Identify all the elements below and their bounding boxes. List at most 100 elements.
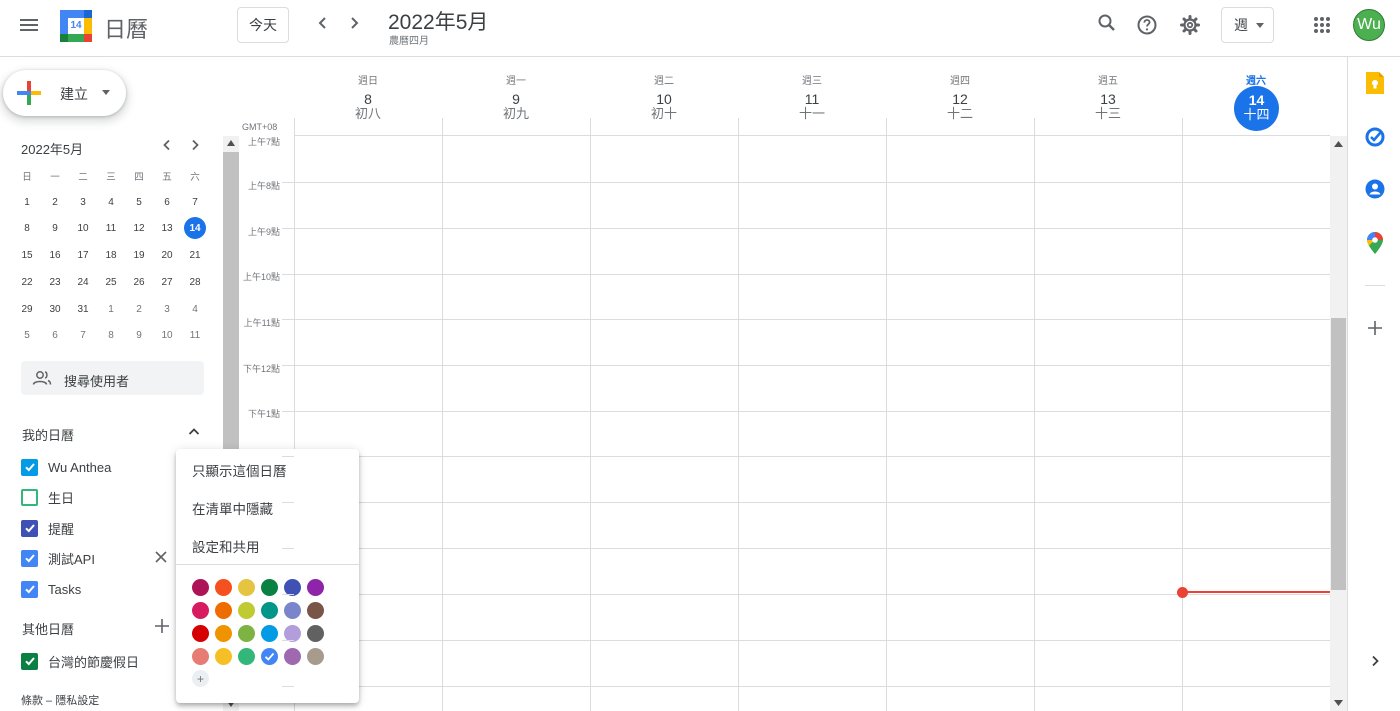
day-header[interactable]: 週五 13 十三 [1034,72,1182,122]
week-grid[interactable] [294,136,1330,711]
chevron-left-icon[interactable] [308,8,338,38]
view-select[interactable]: 週 [1221,7,1274,43]
chevron-up-icon[interactable] [183,421,205,443]
color-swatch[interactable] [215,625,232,642]
today-button[interactable]: 今天 [237,7,289,43]
mini-day[interactable]: 27 [161,276,173,288]
calendar-item[interactable]: Wu Anthea [21,456,111,478]
tasks-icon[interactable] [1361,123,1389,151]
close-icon[interactable] [150,546,172,568]
mini-day[interactable]: 12 [133,222,145,234]
color-swatch[interactable] [192,602,209,619]
create-button[interactable]: 建立 [3,70,126,116]
mini-day[interactable]: 8 [108,329,114,341]
menu-item-show-only[interactable]: 只顯示這個日曆 [192,464,287,479]
mini-day[interactable]: 23 [49,276,61,288]
scrollbar-thumb[interactable] [223,152,239,472]
mini-day[interactable]: 11 [189,329,201,341]
color-swatch[interactable] [238,602,255,619]
maps-icon[interactable] [1361,229,1389,257]
mini-day[interactable]: 19 [133,249,145,261]
chevron-right-icon[interactable] [339,8,369,38]
mini-day[interactable]: 11 [105,222,117,234]
color-swatch[interactable] [307,602,324,619]
checkbox-checked-icon[interactable] [21,549,38,567]
mini-day[interactable]: 9 [52,222,58,234]
mini-day[interactable]: 7 [80,329,86,341]
mini-day[interactable]: 3 [80,196,86,208]
keep-icon[interactable] [1361,69,1389,97]
mini-day[interactable]: 5 [136,196,142,208]
mini-next-icon[interactable] [184,134,206,156]
day-header[interactable]: 週二 10 初十 [590,72,738,122]
day-header[interactable]: 週日 8 初八 [294,72,442,122]
mini-day[interactable]: 26 [133,276,145,288]
color-swatch[interactable] [215,648,232,665]
mini-day[interactable]: 10 [77,222,89,234]
scrollbar-thumb[interactable] [1331,318,1346,590]
main-menu-icon[interactable] [12,8,46,42]
checkbox-checked-icon[interactable] [21,519,38,537]
checkbox-checked-icon[interactable] [21,580,38,598]
color-swatch[interactable] [307,579,324,596]
search-people-input[interactable]: 搜尋使用者 [21,361,204,395]
color-swatch[interactable] [284,648,301,665]
right-scrollbar[interactable] [1330,136,1347,711]
mini-day[interactable]: 25 [105,276,117,288]
day-number[interactable]: 8 [364,91,372,107]
mini-day[interactable]: 31 [77,303,89,315]
color-swatch[interactable] [215,579,232,596]
calendar-logo-icon[interactable]: 14 [60,10,92,42]
footer-links[interactable]: 條款 – 隱私設定 [21,695,100,707]
mini-prev-icon[interactable] [156,134,178,156]
color-swatch[interactable] [192,625,209,642]
mini-day[interactable]: 2 [52,196,58,208]
mini-day[interactable]: 1 [108,303,114,315]
checkbox-checked-icon[interactable] [21,458,38,476]
checkbox-unchecked-icon[interactable] [21,488,38,506]
color-swatch[interactable] [238,648,255,665]
day-header[interactable]: 週三 11 十一 [738,72,886,122]
calendar-item[interactable]: Tasks [21,578,81,600]
day-number[interactable]: 9 [512,91,520,107]
scroll-up-icon[interactable] [1334,141,1343,147]
mini-day[interactable]: 2 [136,303,142,315]
color-swatch[interactable] [261,648,278,665]
mini-day[interactable]: 7 [192,196,198,208]
calendar-item[interactable]: 台灣的節慶假日 [21,650,139,672]
color-swatch[interactable] [307,648,324,665]
day-header[interactable]: 週四 12 十二 [886,72,1034,122]
color-swatch[interactable] [192,579,209,596]
scroll-down-icon[interactable] [1334,700,1343,706]
color-swatch[interactable] [307,625,324,642]
color-swatch[interactable] [284,625,301,642]
mini-day[interactable]: 29 [21,303,33,315]
search-icon[interactable] [1092,8,1122,38]
calendar-item[interactable]: 生日 [21,486,74,508]
mini-day[interactable]: 15 [21,249,33,261]
scroll-up-icon[interactable] [227,140,235,146]
help-icon[interactable] [1132,10,1162,40]
mini-day[interactable]: 24 [77,276,89,288]
color-swatch[interactable] [215,602,232,619]
other-calendars-title[interactable]: 其他日曆 [22,622,75,637]
mini-day[interactable]: 6 [52,329,58,341]
mini-day[interactable]: 18 [105,249,117,261]
day-header[interactable]: 週一 9 初九 [442,72,590,122]
mini-day[interactable]: 13 [161,222,173,234]
mini-day[interactable]: 8 [24,222,30,234]
mini-day[interactable]: 14 [184,217,206,239]
mini-day[interactable]: 20 [161,249,173,261]
my-calendars-title[interactable]: 我的日曆 [22,428,75,443]
calendar-item[interactable]: 測試API [21,547,95,569]
mini-day[interactable]: 10 [161,329,173,341]
mini-day[interactable]: 1 [24,196,30,208]
avatar[interactable]: Wu [1353,9,1385,41]
day-header[interactable]: 週六 [1182,72,1330,87]
contacts-icon[interactable] [1361,175,1389,203]
today-date-circle[interactable]: 14 十四 [1234,86,1279,131]
color-swatch[interactable] [284,602,301,619]
mini-day[interactable]: 30 [49,303,61,315]
day-number[interactable]: 11 [804,91,820,107]
mini-day[interactable]: 17 [77,249,89,261]
